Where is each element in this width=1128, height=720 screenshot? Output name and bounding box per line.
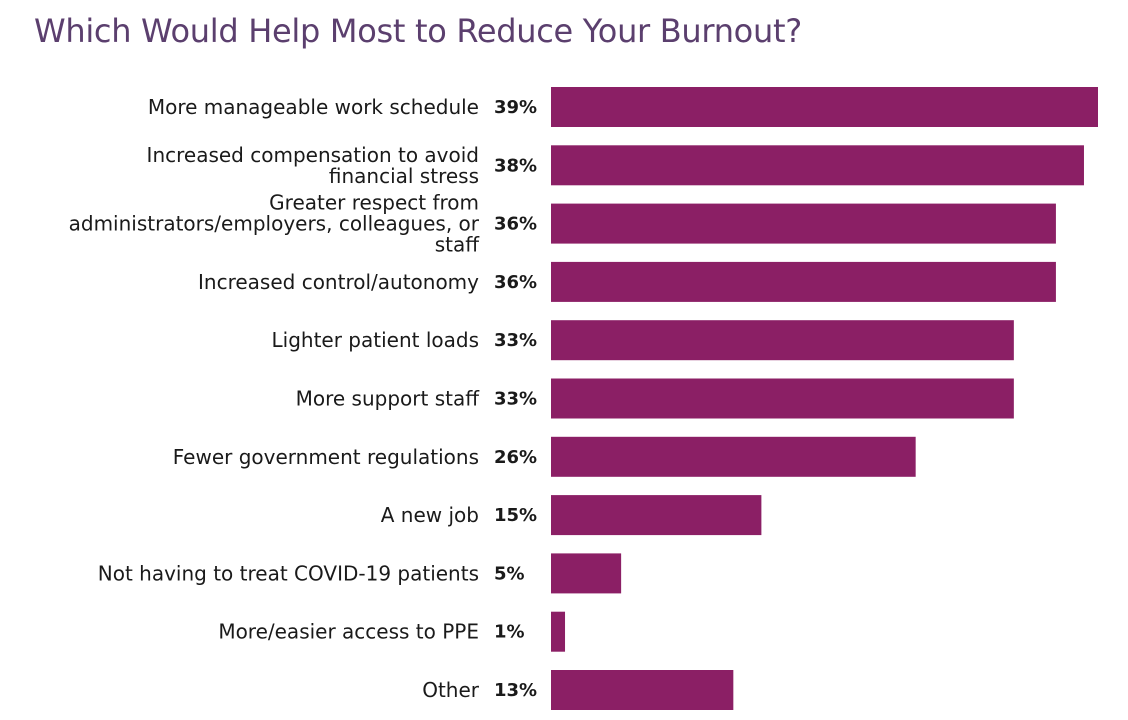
value-label: 13% <box>494 680 537 701</box>
value-label: 33% <box>494 389 537 410</box>
category-label: financial stress <box>329 164 479 188</box>
category-label: staff <box>435 233 481 257</box>
category-label: Not having to treat COVID-19 patients <box>98 561 479 585</box>
value-label: 33% <box>494 330 537 351</box>
bar <box>551 145 1084 186</box>
category-label: Increased compensation to avoid <box>147 143 479 167</box>
category-label: Fewer government regulations <box>173 445 479 469</box>
bar <box>551 320 1014 361</box>
category-label: Other <box>422 678 480 702</box>
value-label: 5% <box>494 563 525 584</box>
bar <box>551 378 1014 419</box>
bar <box>551 203 1056 244</box>
category-label: More/easier access to PPE <box>218 620 479 644</box>
bar <box>551 670 734 710</box>
bar <box>551 87 1098 127</box>
category-label: Increased control/autonomy <box>198 270 479 294</box>
category-label: More support staff <box>296 387 481 411</box>
category-label: Lighter patient loads <box>272 328 480 352</box>
category-label: More manageable work schedule <box>148 95 479 119</box>
value-label: 36% <box>494 214 537 235</box>
bar <box>551 553 622 594</box>
bar <box>551 611 566 652</box>
value-label: 38% <box>494 155 537 176</box>
category-label: A new job <box>381 503 479 527</box>
value-label: 15% <box>494 505 537 526</box>
value-label: 1% <box>494 622 525 643</box>
value-label: 26% <box>494 447 537 468</box>
value-label: 36% <box>494 272 537 293</box>
category-label: administrators/employers, colleagues, or <box>69 212 480 236</box>
category-label: Greater respect from <box>269 191 479 215</box>
bar <box>551 261 1056 302</box>
bar <box>551 495 762 536</box>
bar <box>551 436 916 477</box>
value-label: 39% <box>494 97 537 118</box>
chart-title: Which Would Help Most to Reduce Your Bur… <box>34 12 802 50</box>
